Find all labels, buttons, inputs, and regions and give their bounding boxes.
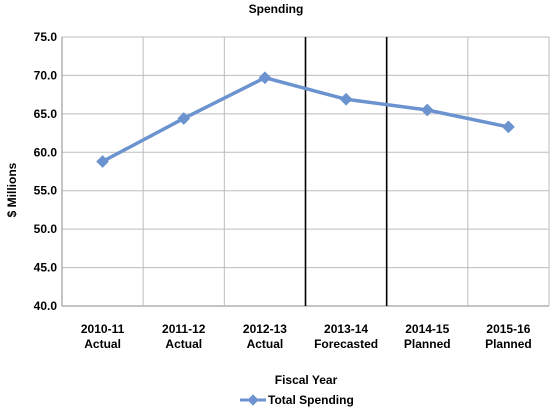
legend: Total Spending [240, 393, 354, 407]
data-point [420, 103, 434, 117]
y-axis-label: $ Millions [5, 162, 19, 217]
legend-label: Total Spending [268, 393, 354, 407]
x-tick-sublabel: Planned [404, 337, 451, 351]
y-tick-label: 70.0 [34, 68, 58, 82]
x-tick-label: 2015-16 [486, 322, 530, 336]
x-axis-ticks: 2010-11Actual2011-12Actual2012-13Actual2… [81, 322, 532, 351]
x-tick-label: 2012-13 [243, 322, 287, 336]
chart-title: Spending [249, 2, 304, 16]
y-axis-ticks: 40.0 45.0 50.0 55.0 60.0 65.0 70.0 75.0 [34, 30, 58, 313]
x-tick-sublabel: Actual [84, 337, 121, 351]
data-point [339, 92, 353, 106]
x-tick-sublabel: Actual [247, 337, 284, 351]
data-point [502, 120, 515, 134]
x-tick-sublabel: Actual [165, 337, 202, 351]
x-tick-label: 2014-15 [405, 322, 449, 336]
x-tick-label: 2011-12 [162, 322, 206, 336]
y-tick-label: 75.0 [34, 30, 58, 44]
x-axis-label: Fiscal Year [275, 373, 338, 387]
x-tick-sublabel: Forecasted [314, 337, 378, 351]
legend-swatch-marker [247, 394, 259, 406]
series-line [101, 75, 509, 164]
y-tick-label: 40.0 [34, 299, 58, 313]
y-tick-label: 50.0 [34, 222, 58, 236]
data-point [177, 112, 191, 125]
x-tick-label: 2010-11 [81, 322, 125, 336]
series-total-spending [96, 71, 515, 168]
y-tick-label: 60.0 [34, 145, 58, 159]
y-tick-label: 45.0 [34, 261, 58, 275]
x-tick-sublabel: Planned [485, 337, 532, 351]
x-tick-label: 2013-14 [324, 322, 368, 336]
plot-grid [61, 36, 550, 307]
data-point [258, 71, 272, 85]
data-point [96, 155, 109, 168]
y-tick-label: 65.0 [34, 107, 58, 121]
y-tick-label: 55.0 [34, 184, 58, 198]
